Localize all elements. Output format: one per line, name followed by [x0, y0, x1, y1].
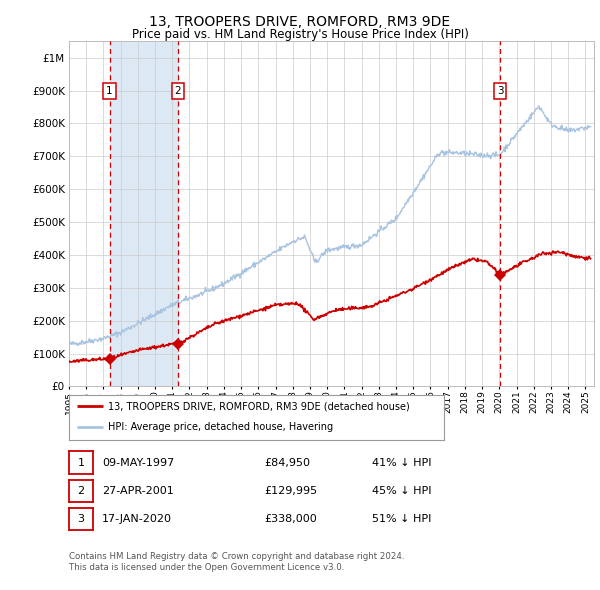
Text: 13, TROOPERS DRIVE, ROMFORD, RM3 9DE: 13, TROOPERS DRIVE, ROMFORD, RM3 9DE [149, 15, 451, 30]
Text: 13, TROOPERS DRIVE, ROMFORD, RM3 9DE (detached house): 13, TROOPERS DRIVE, ROMFORD, RM3 9DE (de… [109, 401, 410, 411]
Text: 41% ↓ HPI: 41% ↓ HPI [372, 458, 431, 467]
Text: 1: 1 [106, 86, 113, 96]
Text: This data is licensed under the Open Government Licence v3.0.: This data is licensed under the Open Gov… [69, 563, 344, 572]
Text: 3: 3 [77, 514, 85, 524]
Text: £338,000: £338,000 [264, 514, 317, 524]
Text: HPI: Average price, detached house, Havering: HPI: Average price, detached house, Have… [109, 422, 334, 432]
Text: £129,995: £129,995 [264, 486, 317, 496]
Text: 1: 1 [77, 458, 85, 467]
Text: 45% ↓ HPI: 45% ↓ HPI [372, 486, 431, 496]
Bar [110, 41, 178, 386]
Text: £84,950: £84,950 [264, 458, 310, 467]
Text: Contains HM Land Registry data © Crown copyright and database right 2024.: Contains HM Land Registry data © Crown c… [69, 552, 404, 561]
Text: 51% ↓ HPI: 51% ↓ HPI [372, 514, 431, 524]
Text: 2: 2 [77, 486, 85, 496]
Text: 17-JAN-2020: 17-JAN-2020 [102, 514, 172, 524]
Text: 3: 3 [497, 86, 503, 96]
Text: 27-APR-2001: 27-APR-2001 [102, 486, 174, 496]
Text: 09-MAY-1997: 09-MAY-1997 [102, 458, 174, 467]
Text: 2: 2 [175, 86, 181, 96]
Text: Price paid vs. HM Land Registry's House Price Index (HPI): Price paid vs. HM Land Registry's House … [131, 28, 469, 41]
